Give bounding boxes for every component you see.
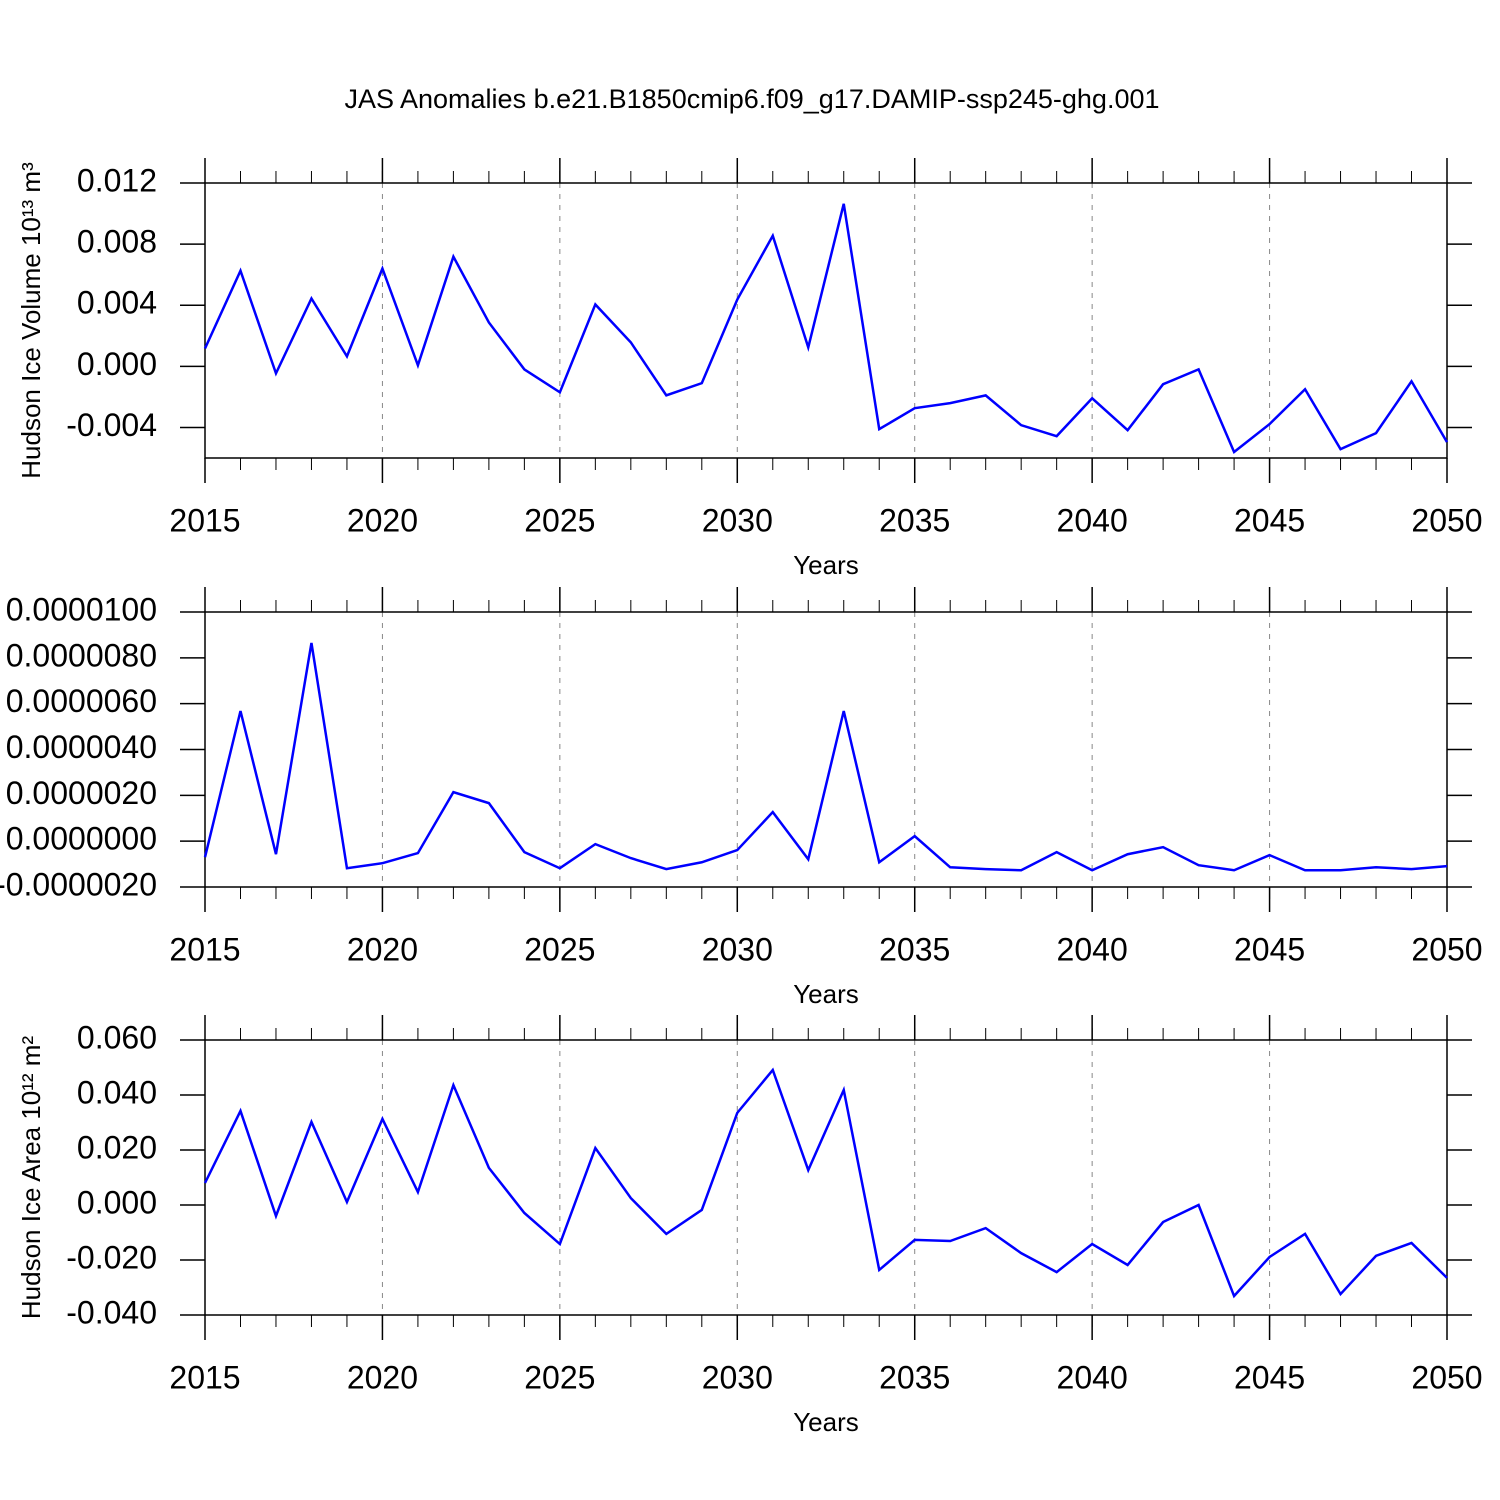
y-tick-label: 0.0000000 (6, 821, 157, 857)
x-tick-label: 2015 (169, 502, 240, 538)
y-tick-label: -0.0000020 (0, 866, 157, 902)
y-tick-label: -0.004 (66, 407, 157, 443)
x-axis-label: Years (793, 979, 859, 1009)
x-tick-label: 2025 (524, 1359, 595, 1395)
x-tick-label: 2040 (1057, 931, 1128, 967)
y-axis-label: Hudson Ice Volume 10¹³ m³ (16, 162, 46, 479)
x-tick-label: 2015 (169, 1359, 240, 1395)
y-tick-label: 0.004 (77, 285, 157, 321)
x-tick-label: 2020 (347, 502, 418, 538)
x-tick-label: 2050 (1411, 502, 1482, 538)
y-tick-label: 0.0000100 (6, 591, 157, 627)
x-tick-label: 2035 (879, 931, 950, 967)
x-tick-label: 2045 (1234, 1359, 1305, 1395)
x-tick-label: 2030 (702, 1359, 773, 1395)
x-tick-label: 2050 (1411, 931, 1482, 967)
x-tick-label: 2015 (169, 931, 240, 967)
x-tick-label: 2030 (702, 931, 773, 967)
data-line (203, 1067, 1448, 1299)
x-tick-label: 2035 (879, 1359, 950, 1395)
x-axis-label: Years (793, 550, 859, 580)
plot-frame (204, 1039, 1448, 1316)
y-tick-label: 0.0000040 (6, 729, 157, 765)
x-tick-label: 2020 (347, 931, 418, 967)
y-tick-label: 0.0000020 (6, 775, 157, 811)
y-tick-label: 0.012 (77, 162, 157, 198)
plot-frame (204, 611, 1448, 888)
chart-title: JAS Anomalies b.e21.B1850cmip6.f09_g17.D… (344, 84, 1159, 114)
x-tick-label: 2035 (879, 502, 950, 538)
x-tick-label: 2040 (1057, 1359, 1128, 1395)
y-tick-label: 0.040 (77, 1074, 157, 1110)
y-tick-label: 0.0000080 (6, 637, 157, 673)
y-tick-label: 0.0000060 (6, 683, 157, 719)
x-tick-label: 2020 (347, 1359, 418, 1395)
y-tick-label: 0.008 (77, 224, 157, 260)
data-line (203, 203, 1449, 455)
y-axis-label: Hudson Ice Area 10¹² m² (16, 1036, 46, 1320)
y-tick-label: 0.020 (77, 1129, 157, 1165)
x-tick-label: 2030 (702, 502, 773, 538)
x-tick-label: 2025 (524, 502, 595, 538)
y-tick-label: -0.040 (66, 1294, 157, 1330)
x-tick-label: 2025 (524, 931, 595, 967)
x-axis-label: Years (793, 1407, 859, 1437)
data-line (203, 642, 1448, 872)
y-tick-label: 0.000 (77, 346, 157, 382)
x-tick-label: 2045 (1234, 502, 1305, 538)
x-tick-label: 2045 (1234, 931, 1305, 967)
y-tick-label: 0.000 (77, 1184, 157, 1220)
y-tick-label: 0.060 (77, 1019, 157, 1055)
x-tick-label: 2040 (1057, 502, 1128, 538)
x-tick-label: 2050 (1411, 1359, 1482, 1395)
plot-frame (204, 182, 1448, 459)
y-tick-label: -0.020 (66, 1239, 157, 1275)
